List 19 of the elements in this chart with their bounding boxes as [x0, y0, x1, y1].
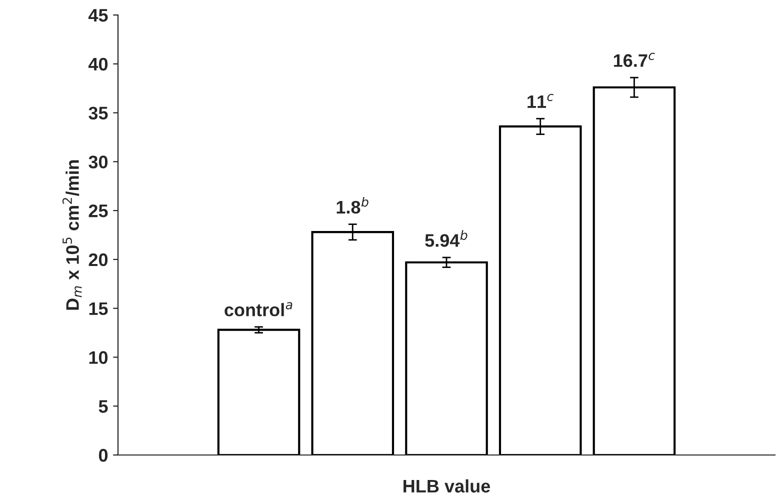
y-axis-title: D$_{m}$ x 10$^{5}$ cm$^{2}$/min	[62, 160, 82, 310]
y-tick-label: 35	[88, 106, 108, 120]
bar	[217, 328, 300, 455]
annotation: 16.7$^{c}$	[614, 52, 655, 67]
y-tick-label: 25	[88, 204, 108, 218]
bar	[405, 261, 488, 455]
y-tick-label: 40	[88, 58, 108, 71]
annotation: control$^{a}$	[224, 302, 292, 316]
y-tick-label: 20	[88, 253, 108, 266]
y-tick-label: 15	[89, 302, 108, 316]
annotation: 1.8$^{b}$	[336, 196, 368, 214]
annotation: 5.94$^{b}$	[425, 230, 468, 247]
x-axis-title: HLB value	[404, 479, 490, 493]
y-tick-label: 45	[88, 9, 108, 22]
y-tick-label: 30	[88, 156, 108, 168]
y-tick-label: 0	[98, 448, 108, 462]
y-tick-label: 5	[98, 400, 108, 413]
annotation: 11$^{c}$	[528, 94, 554, 108]
y-tick-label: 10	[89, 351, 108, 364]
